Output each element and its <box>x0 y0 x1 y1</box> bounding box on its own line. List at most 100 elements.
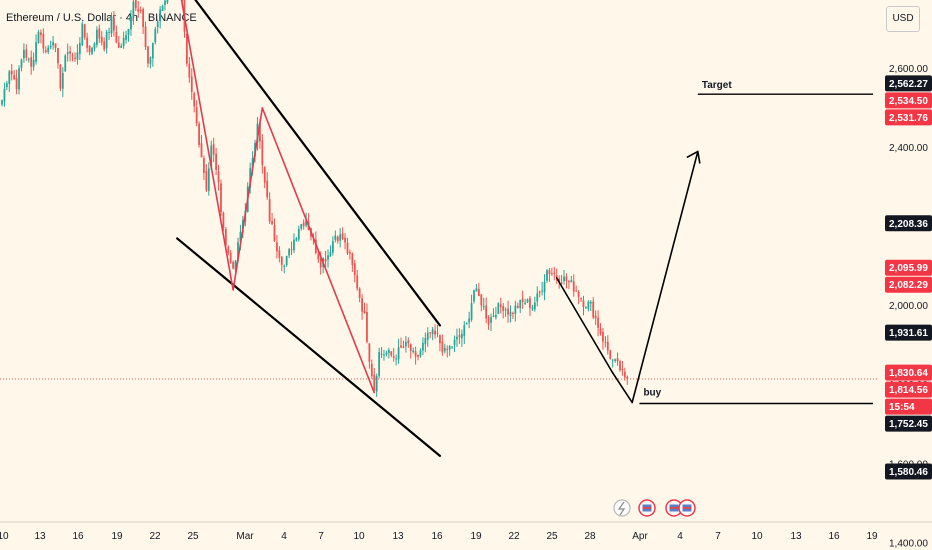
candle-body[interactable] <box>621 369 624 371</box>
candle-body[interactable] <box>470 303 473 320</box>
candle-body[interactable] <box>494 314 497 318</box>
candle-body[interactable] <box>414 351 417 357</box>
projection-line[interactable] <box>631 150 699 404</box>
zigzag-segment[interactable] <box>177 0 234 291</box>
candle-body[interactable] <box>512 312 514 314</box>
candle-body[interactable] <box>237 242 239 262</box>
candle-body[interactable] <box>229 252 232 263</box>
candle-body[interactable] <box>10 70 13 75</box>
candle-body[interactable] <box>443 347 446 352</box>
zigzag-segment[interactable] <box>232 107 264 291</box>
candle-body[interactable] <box>404 341 407 347</box>
candle-body[interactable] <box>258 122 261 142</box>
candle-body[interactable] <box>108 31 110 33</box>
candle-body[interactable] <box>502 306 505 311</box>
candle-body[interactable] <box>606 341 609 351</box>
candle-body[interactable] <box>485 305 488 319</box>
candle-body[interactable] <box>370 363 373 377</box>
candle-body[interactable] <box>548 270 551 275</box>
candle-body[interactable] <box>263 167 266 183</box>
candle-body[interactable] <box>385 352 388 355</box>
candle-body[interactable] <box>516 305 519 308</box>
candle-body[interactable] <box>604 342 607 344</box>
candle-body[interactable] <box>130 16 132 30</box>
candle-body[interactable] <box>278 250 281 258</box>
candle-body[interactable] <box>88 45 91 53</box>
candle-body[interactable] <box>319 258 322 268</box>
candle-body[interactable] <box>533 302 536 310</box>
candle-body[interactable] <box>346 242 349 254</box>
candle-body[interactable] <box>623 371 626 378</box>
candle-body[interactable] <box>217 171 220 183</box>
candle-body[interactable] <box>20 59 23 68</box>
candle-body[interactable] <box>426 332 429 340</box>
candle-body[interactable] <box>200 143 203 158</box>
candle-body[interactable] <box>324 259 327 262</box>
candle-body[interactable] <box>295 238 298 241</box>
candle-body[interactable] <box>59 64 62 89</box>
zigzag-segment[interactable] <box>261 107 376 394</box>
candle-body[interactable] <box>475 288 478 292</box>
candle-body[interactable] <box>480 294 483 306</box>
candle-body[interactable] <box>363 310 366 314</box>
candle-body[interactable] <box>434 330 436 335</box>
candle-body[interactable] <box>100 36 103 43</box>
candle-body[interactable] <box>400 345 402 348</box>
candle-body[interactable] <box>164 0 166 5</box>
candle-body[interactable] <box>132 1 135 18</box>
candle-body[interactable] <box>409 344 412 351</box>
candle-body[interactable] <box>473 290 475 302</box>
candle-body[interactable] <box>463 325 466 336</box>
candle-body[interactable] <box>383 354 385 356</box>
candle-body[interactable] <box>572 281 575 292</box>
candle-body[interactable] <box>614 359 617 362</box>
candle-body[interactable] <box>134 0 137 9</box>
candle-body[interactable] <box>468 318 471 323</box>
candle-body[interactable] <box>280 256 283 265</box>
candle-body[interactable] <box>560 282 563 284</box>
candle-body[interactable] <box>555 275 558 278</box>
candle-body[interactable] <box>117 42 120 48</box>
currency-button[interactable]: USD <box>886 6 920 32</box>
candle-body[interactable] <box>71 55 74 57</box>
candle-body[interactable] <box>273 225 276 241</box>
candle-body[interactable] <box>154 28 157 43</box>
candle-body[interactable] <box>482 306 485 308</box>
candle-body[interactable] <box>565 276 568 282</box>
candle-body[interactable] <box>159 9 162 22</box>
candle-body[interactable] <box>526 299 529 303</box>
candle-body[interactable] <box>91 47 93 54</box>
candle-body[interactable] <box>54 43 57 48</box>
candle-body[interactable] <box>458 335 461 338</box>
candle-body[interactable] <box>293 239 295 251</box>
candle-body[interactable] <box>276 242 278 252</box>
candle-body[interactable] <box>105 32 108 49</box>
candle-body[interactable] <box>149 57 152 64</box>
candle-body[interactable] <box>390 351 393 356</box>
candle-body[interactable] <box>497 303 500 314</box>
candle-body[interactable] <box>61 73 64 89</box>
candle-body[interactable] <box>95 29 98 45</box>
candle-body[interactable] <box>451 346 454 348</box>
candle-body[interactable] <box>331 241 334 253</box>
candle-body[interactable] <box>166 0 169 3</box>
candle-body[interactable] <box>305 220 308 226</box>
candle-body[interactable] <box>57 47 59 64</box>
candle-body[interactable] <box>220 183 222 213</box>
candle-body[interactable] <box>351 253 354 266</box>
candle-body[interactable] <box>504 309 507 311</box>
candle-body[interactable] <box>125 35 127 40</box>
candle-body[interactable] <box>514 305 517 314</box>
candle-body[interactable] <box>580 297 582 299</box>
candle-body[interactable] <box>215 153 218 170</box>
candle-body[interactable] <box>368 343 371 362</box>
candle-body[interactable] <box>327 255 329 260</box>
candle-body[interactable] <box>334 235 337 240</box>
candle-body[interactable] <box>127 29 130 35</box>
projection-line[interactable] <box>611 372 633 404</box>
candle-body[interactable] <box>144 26 147 48</box>
downtrend-line[interactable] <box>555 277 614 374</box>
event-flash-icon[interactable] <box>613 499 631 517</box>
candle-body[interactable] <box>611 359 614 361</box>
candle-body[interactable] <box>336 236 339 242</box>
